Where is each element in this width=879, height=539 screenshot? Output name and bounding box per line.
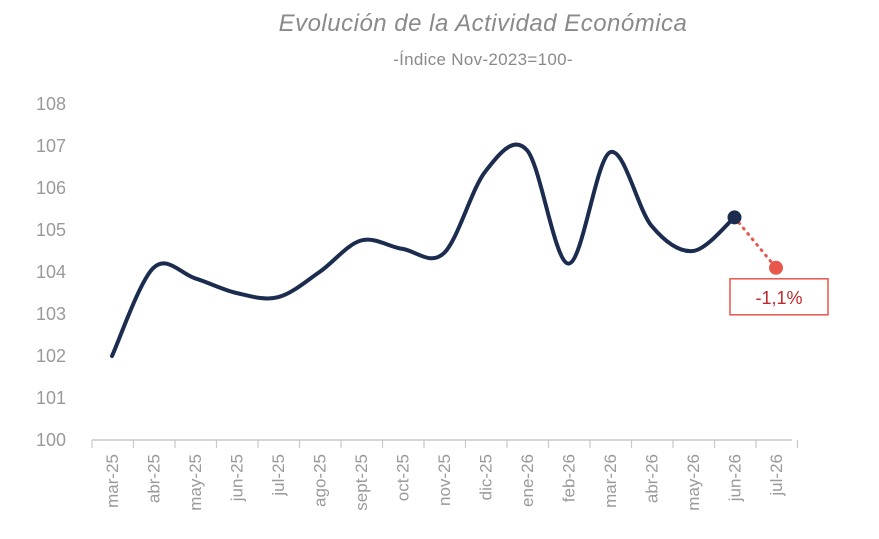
- x-tick-label: nov-25: [435, 454, 454, 506]
- annotation-label: -1,1%: [755, 288, 802, 308]
- x-tick-label: jul-25: [269, 454, 288, 497]
- x-tick-label: ago-25: [311, 454, 330, 507]
- x-tick-label: abr-25: [145, 454, 164, 503]
- y-tick-label: 107: [36, 136, 66, 156]
- x-tick-label: may-26: [684, 454, 703, 511]
- chart-title: Evolución de la Actividad Económica: [278, 10, 688, 37]
- x-tick-label: jun-25: [228, 454, 247, 502]
- y-tick-label: 104: [36, 262, 66, 282]
- y-tick-label: 103: [36, 304, 66, 324]
- x-tick-label: sept-25: [352, 454, 371, 511]
- x-tick-label: may-25: [186, 454, 205, 511]
- chart-subtitle: -Índice Nov-2023=100-: [393, 50, 573, 69]
- x-tick-label: oct-25: [394, 454, 413, 501]
- x-tick-label: jul-26: [767, 454, 786, 497]
- y-tick-label: 108: [36, 94, 66, 114]
- x-tick-label: feb-26: [560, 454, 579, 502]
- x-tick-label: jun-26: [726, 454, 745, 502]
- y-tick-label: 102: [36, 346, 66, 366]
- y-tick-label: 105: [36, 220, 66, 240]
- x-tick-label: mar-25: [103, 454, 122, 508]
- y-tick-label: 106: [36, 178, 66, 198]
- y-tick-label: 100: [36, 430, 66, 450]
- annotation-box: [729, 278, 829, 316]
- series-line: [110, 142, 737, 358]
- x-tick-label: ene-26: [518, 454, 537, 507]
- last-actual-point: [727, 210, 742, 225]
- y-tick-label: 101: [36, 388, 66, 408]
- projected-point: [769, 260, 783, 275]
- x-tick-label: abr-26: [643, 454, 662, 503]
- x-tick-label: dic-25: [477, 454, 496, 500]
- x-tick-label: mar-26: [601, 454, 620, 508]
- projection-line: [733, 215, 778, 270]
